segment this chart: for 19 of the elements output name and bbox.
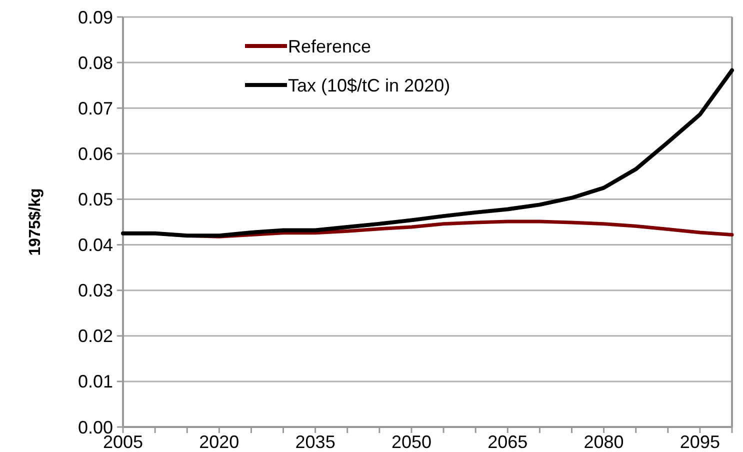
y-tick-label: 0.08 <box>78 52 113 73</box>
y-tick-label: 0.02 <box>78 326 113 346</box>
x-tick-label: 2065 <box>488 432 528 452</box>
legend-label: Tax (10$/tC in 2020) <box>288 75 450 96</box>
y-tick-label: 0.01 <box>78 372 113 392</box>
y-tick-label: 0.03 <box>78 280 113 301</box>
x-tick-label: 2050 <box>391 432 432 452</box>
x-tick-label: 2035 <box>295 432 336 452</box>
y-axis-title: 1975$/kg <box>27 188 44 256</box>
y-tick-label: 0.06 <box>78 144 113 164</box>
line-series <box>121 68 734 238</box>
y-tick-label: 0.07 <box>78 98 113 118</box>
y-tick-label: 0.04 <box>78 235 113 256</box>
x-tick-label: 2020 <box>199 432 240 452</box>
legend-label: Reference <box>288 36 372 56</box>
y-tick-label: 0.05 <box>78 190 113 210</box>
x-tick-label: 2095 <box>680 432 720 452</box>
x-tick-label: 2080 <box>584 432 624 452</box>
y-tick-label: 0.09 <box>78 7 113 28</box>
